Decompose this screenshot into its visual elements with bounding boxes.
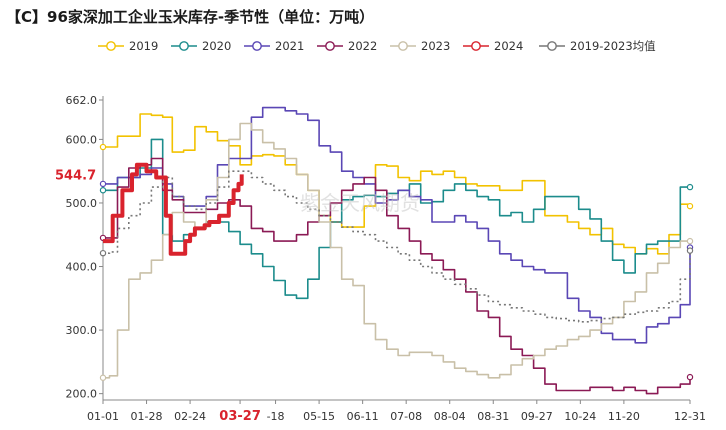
series-end-marker-2023 — [686, 237, 694, 245]
x-tick-label-10: 09-27 — [521, 410, 553, 423]
x-tick-label-2: 02-24 — [174, 410, 206, 423]
legend-label-2024: 2024 — [494, 39, 523, 53]
legend-item-2019-2023均值: 2019-2023均值 — [539, 39, 656, 53]
series-line-2022 — [103, 157, 691, 395]
x-tick-label-13: 12-31 — [674, 410, 706, 423]
x-tick-label-9: 08-31 — [477, 410, 509, 423]
series-line-2020 — [103, 138, 690, 300]
legend-item-2020: 2020 — [171, 39, 231, 53]
legend-swatch-marker — [547, 41, 557, 51]
legend-swatch-marker — [252, 41, 262, 51]
legend-label-2019-2023均值: 2019-2023均值 — [570, 39, 656, 53]
series-start-marker-2019-2023均值 — [99, 249, 107, 257]
x-tick-label-1: 01-28 — [131, 410, 163, 423]
legend-swatch-marker — [398, 41, 408, 51]
watermark: 紫金天风期货 — [300, 191, 420, 215]
x-tick-label-3: 03-27 — [219, 409, 261, 424]
legend-swatch-marker — [106, 41, 116, 51]
legend-swatch-marker — [471, 41, 481, 51]
y-tick-label-5: 662.0 — [66, 94, 98, 107]
x-tick-label-4: -18 — [267, 410, 285, 423]
axes: 200.0 300.0 400.0 500.0 600.0 662.0 01-01 01-28… — [55, 94, 706, 424]
latest-value-label: 544.7 — [55, 169, 96, 184]
series-line-2019-2023均值 — [103, 170, 691, 323]
x-tick-label-8: 08-04 — [434, 410, 466, 423]
x-tick-label-6: 06-11 — [347, 410, 379, 423]
series-lines — [99, 106, 694, 395]
legend-item-2021: 2021 — [244, 39, 304, 53]
legend-item-2019: 2019 — [98, 39, 158, 53]
legend-label-2022: 2022 — [348, 39, 377, 53]
x-tick-label-11: 10-24 — [564, 410, 596, 423]
y-tick-label-2: 400.0 — [66, 261, 98, 274]
series-start-marker-2019 — [99, 143, 107, 151]
legend-label-2019: 2019 — [129, 39, 158, 53]
y-tick-label-3: 500.0 — [66, 197, 98, 210]
x-tick-label-0: 01-01 — [87, 410, 119, 423]
series-start-marker-2021 — [99, 180, 107, 188]
series-end-marker-2022 — [686, 373, 694, 381]
legend-item-2024: 2024 — [463, 39, 523, 53]
x-tick-label-7: 07-08 — [390, 410, 422, 423]
legend-label-2020: 2020 — [202, 39, 231, 53]
legend-item-2023: 2023 — [390, 39, 450, 53]
y-tick-label-1: 300.0 — [66, 324, 98, 337]
series-start-marker-2020 — [99, 187, 107, 194]
series-line-2023 — [103, 122, 690, 379]
legend-label-2023: 2023 — [421, 39, 450, 53]
series-end-marker-2020 — [686, 183, 694, 191]
legend-swatch-marker — [179, 41, 189, 51]
series-start-marker-2023 — [99, 374, 107, 381]
legend: 2019 2020 2021 2022 2023 2024 2019-2023均值 — [98, 39, 656, 53]
series-end-marker-2019-2023均值 — [686, 247, 694, 254]
series-line-2024 — [103, 162, 244, 256]
legend-item-2022: 2022 — [317, 39, 377, 53]
x-tick-label-12: 11-20 — [608, 410, 640, 423]
series-end-marker-2019 — [686, 202, 694, 210]
legend-label-2021: 2021 — [275, 39, 304, 53]
y-tick-label-0: 200.0 — [66, 388, 98, 401]
legend-swatch-marker — [325, 41, 335, 51]
y-tick-label-4: 600.0 — [66, 133, 98, 146]
chart-title: 【C】96家深加工企业玉米库存-季节性（单位：万吨） — [6, 8, 375, 26]
x-tick-label-5: 05-15 — [303, 410, 335, 423]
